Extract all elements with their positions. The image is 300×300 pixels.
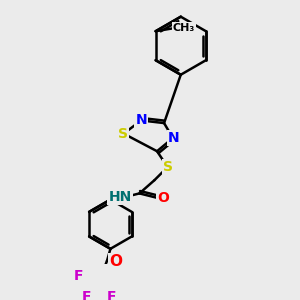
Text: F: F bbox=[106, 290, 116, 300]
Text: F: F bbox=[82, 290, 92, 300]
Text: N: N bbox=[135, 112, 147, 127]
Text: O: O bbox=[157, 191, 169, 205]
Text: CH₃: CH₃ bbox=[173, 23, 195, 33]
Text: S: S bbox=[118, 127, 128, 141]
Text: N: N bbox=[168, 131, 179, 145]
Text: S: S bbox=[164, 160, 173, 174]
Text: HN: HN bbox=[109, 190, 132, 204]
Text: F: F bbox=[74, 269, 83, 283]
Text: O: O bbox=[109, 254, 122, 269]
